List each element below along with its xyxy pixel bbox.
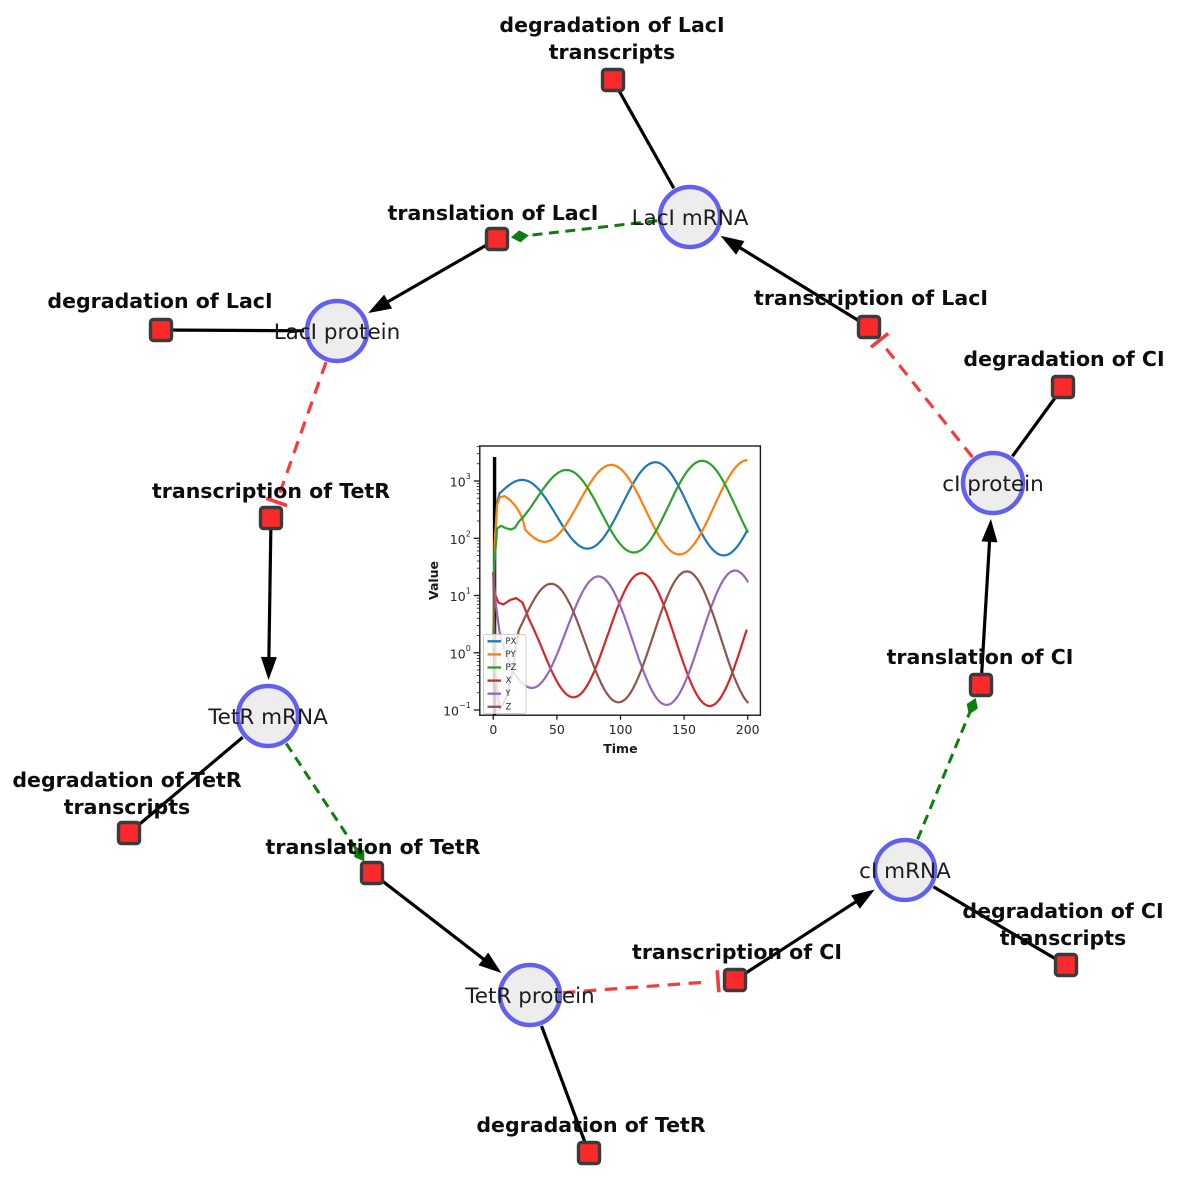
reaction-node-transc-ci[interactable]	[722, 967, 748, 993]
edge-laci-protein-to-deg-laci	[160, 328, 305, 333]
edge-laci-mrna-to-transl-laci-diamond-icon	[510, 230, 529, 243]
reaction-node-transc-laci[interactable]	[856, 314, 882, 340]
x-tick-label: 100	[609, 722, 633, 737]
edge-tetr-protein-to-transc-ci-tbar-icon	[715, 970, 721, 993]
legend-label-PZ: PZ	[506, 663, 517, 673]
reaction-node-deg-laci-tx[interactable]	[600, 67, 626, 93]
x-tick-label: 50	[549, 722, 565, 737]
edge-laci-mrna-to-deg-laci-tx	[611, 79, 676, 190]
x-tick-label: 200	[736, 722, 760, 737]
reaction-node-transl-tetr[interactable]	[359, 860, 385, 886]
reaction-label-transc-tetr: transcription of TetR	[152, 479, 390, 503]
reaction-label-deg-laci-tx: degradation of LacI transcripts	[499, 13, 724, 64]
species-label-ci-protein: cI protein	[942, 472, 1043, 497]
plot-background	[479, 446, 761, 716]
edge-transl-tetr-to-tetr-protein-arrowhead-icon	[478, 952, 502, 973]
species-node-ci-protein[interactable]	[960, 450, 1026, 516]
edge-transl-ci-to-ci-protein	[980, 530, 992, 675]
species-node-laci-mrna[interactable]	[657, 184, 723, 250]
reaction-node-transl-laci[interactable]	[484, 226, 510, 252]
edge-ci-mrna-to-transl-ci	[916, 712, 971, 841]
x-tick-label: 150	[672, 722, 696, 737]
edge-ci-protein-to-transc-laci-tbar-icon	[869, 332, 890, 349]
edge-transc-ci-to-ci-mrna-arrowhead-icon	[851, 889, 875, 909]
edge-ci-protein-to-transc-laci	[883, 346, 974, 459]
edge-transc-laci-to-laci-mrna	[730, 240, 861, 323]
reaction-node-deg-ci-tx[interactable]	[1053, 952, 1079, 978]
species-node-laci-protein[interactable]	[304, 298, 370, 364]
legend-label-X: X	[506, 676, 512, 686]
nodes-layer	[116, 67, 1079, 1166]
edge-laci-protein-to-transc-tetr	[278, 361, 328, 495]
edge-transc-ci-to-ci-mrna	[743, 894, 866, 976]
edge-transl-ci-to-ci-protein-arrowhead-icon	[981, 518, 998, 543]
plot-curves	[492, 456, 749, 715]
species-node-ci-mrna[interactable]	[872, 837, 938, 903]
series-curve-PY	[492, 459, 748, 648]
edge-tetr-protein-to-deg-tetr	[540, 1025, 591, 1154]
species-node-tetr-protein[interactable]	[497, 962, 563, 1028]
legend-label-Z: Z	[506, 702, 512, 712]
species-node-tetr-mrna[interactable]	[235, 683, 301, 749]
edge-ci-mrna-to-deg-ci-tx	[932, 885, 1067, 967]
edge-transc-tetr-to-tetr-mrna	[267, 528, 273, 669]
species-label-laci-mrna: LacI mRNA	[632, 206, 749, 231]
reaction-node-transc-tetr[interactable]	[258, 505, 284, 531]
reaction-label-deg-tetr-tx: degradation of TetR transcripts	[12, 768, 241, 819]
reaction-node-deg-tetr-tx[interactable]	[116, 820, 142, 846]
species-label-tetr-protein: TetR protein	[464, 984, 594, 1009]
labels-layer: degradation of LacI transcripts translatio…	[12, 13, 1164, 1137]
y-tick-label: 101	[450, 586, 471, 604]
edge-ci-mrna-to-transl-ci-diamond-icon	[966, 697, 978, 715]
edges-layer	[127, 79, 1067, 1154]
series-curve-PX	[492, 461, 749, 648]
y-tick-label: 100	[450, 643, 471, 661]
y-tick-label: 102	[450, 529, 471, 547]
edge-laci-protein-to-transc-tetr-tbar-icon	[265, 496, 288, 508]
reaction-label-transl-laci: translation of LacI	[388, 201, 599, 225]
species-label-laci-protein: LacI protein	[274, 320, 401, 345]
edge-transl-tetr-to-tetr-protein	[379, 878, 493, 967]
edge-tetr-mrna-to-transl-tetr	[284, 742, 357, 849]
edge-transl-laci-to-laci-protein-arrowhead-icon	[368, 294, 393, 314]
series-curve-Y	[492, 569, 749, 706]
edge-laci-mrna-to-transl-laci	[526, 219, 658, 238]
reaction-label-transl-tetr: translation of TetR	[266, 835, 481, 859]
legend-label-Y: Y	[505, 689, 512, 699]
species-label-tetr-mrna: TetR mRNA	[207, 705, 328, 730]
edge-transc-tetr-to-tetr-mrna-arrowhead-icon	[260, 656, 277, 681]
edge-transl-laci-to-laci-protein	[377, 243, 489, 309]
reaction-node-transl-ci[interactable]	[968, 672, 994, 698]
reaction-node-deg-ci[interactable]	[1050, 374, 1076, 400]
edge-transc-laci-to-laci-mrna-arrowhead-icon	[720, 235, 745, 255]
legend-label-PY: PY	[506, 650, 517, 660]
reaction-label-transc-laci: transcription of LacI	[754, 286, 988, 310]
edge-tetr-mrna-to-transl-tetr-diamond-icon	[354, 846, 365, 862]
edge-tetr-mrna-to-deg-tetr-tx	[127, 736, 244, 835]
reaction-node-deg-tetr[interactable]	[576, 1140, 602, 1166]
x-tick-label: 0	[489, 722, 497, 737]
edge-tetr-protein-to-transc-ci	[562, 980, 710, 995]
y-axis-title: Value	[426, 561, 441, 600]
x-axis-title: Time	[603, 741, 637, 756]
reaction-label-transc-ci: transcription of CI	[632, 940, 842, 964]
series-curve-Z	[492, 570, 749, 712]
reaction-label-deg-ci-tx: degradation of CI transcripts	[962, 899, 1163, 950]
reaction-label-transl-ci: translation of CI	[887, 645, 1074, 669]
series-curve-X	[492, 571, 748, 708]
y-tick-label: 10−1	[443, 701, 471, 719]
legend-label-PX: PX	[506, 637, 517, 647]
reaction-label-deg-laci: degradation of LacI	[47, 289, 272, 313]
reaction-label-deg-ci: degradation of CI	[963, 347, 1164, 371]
species-label-ci-mrna: cI mRNA	[859, 859, 951, 884]
reaction-label-deg-tetr: degradation of TetR	[476, 1113, 705, 1137]
reaction-node-deg-laci[interactable]	[148, 317, 174, 343]
series-curve-PZ	[492, 459, 749, 648]
y-tick-label: 103	[450, 472, 471, 490]
